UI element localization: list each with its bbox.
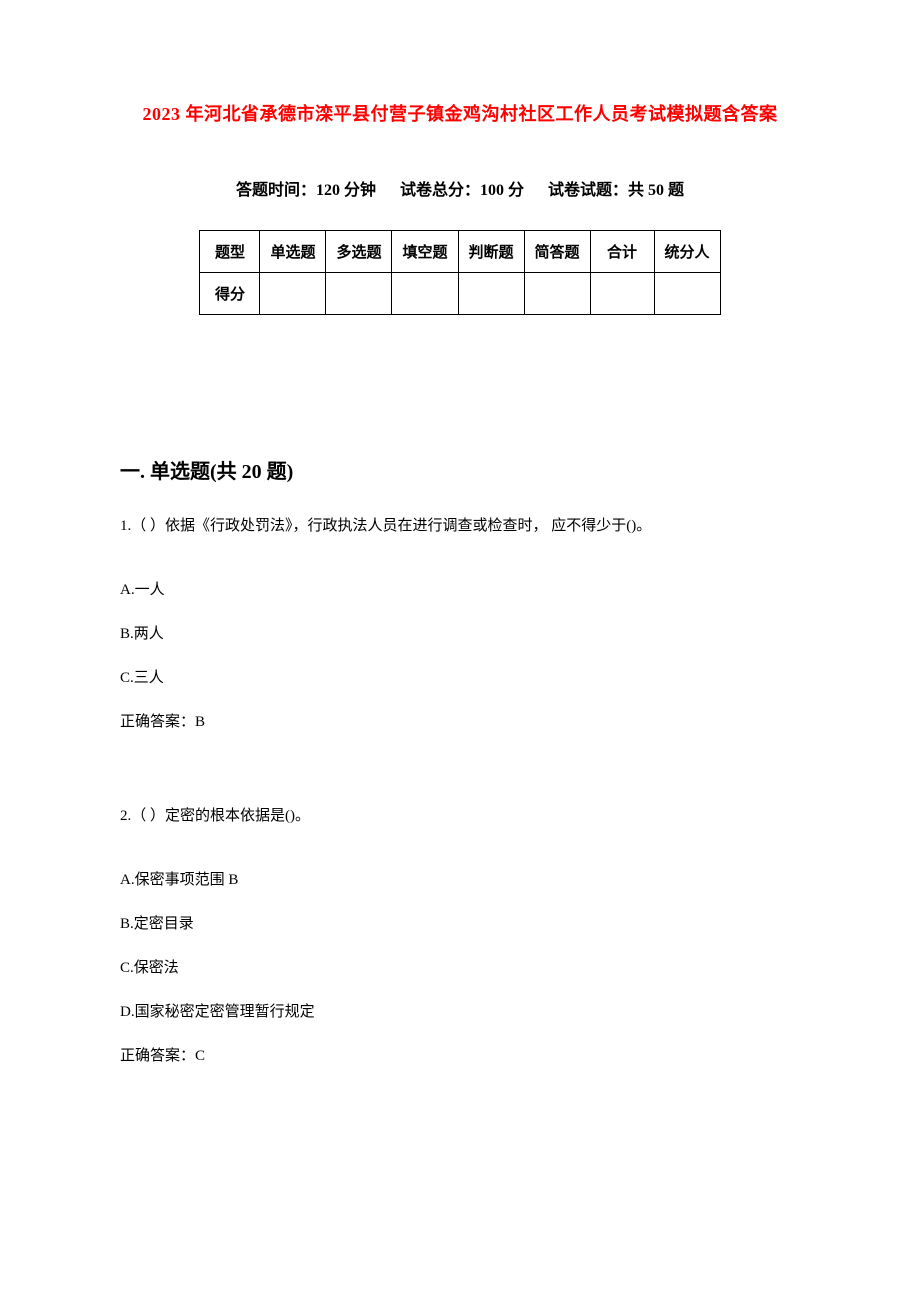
subtitle-time: 答题时间：120 分钟 xyxy=(236,182,376,199)
table-score-row: 得分 xyxy=(200,273,720,315)
section-heading: 一. 单选题(共 20 题) xyxy=(120,455,800,484)
table-score-cell xyxy=(458,273,524,315)
table-score-cell xyxy=(260,273,326,315)
table-score-cell xyxy=(392,273,458,315)
table-score-cell xyxy=(524,273,590,315)
table-score-label: 得分 xyxy=(200,273,260,315)
question-block: 2.（ ）定密的根本依据是()。 A.保密事项范围 B B.定密目录 C.保密法… xyxy=(120,804,800,1068)
question-option: B.两人 xyxy=(120,622,800,646)
table-score-cell xyxy=(326,273,392,315)
question-block: 1.（ ）依据《行政处罚法》，行政执法人员在进行调查或检查时， 应不得少于()。… xyxy=(120,514,800,734)
question-answer: 正确答案：C xyxy=(120,1044,800,1068)
table-header-cell: 题型 xyxy=(200,231,260,273)
table-header-cell: 多选题 xyxy=(326,231,392,273)
table-header-cell: 合计 xyxy=(590,231,654,273)
table-header-cell: 判断题 xyxy=(458,231,524,273)
question-option: A.保密事项范围 B xyxy=(120,868,800,892)
question-option: B.定密目录 xyxy=(120,912,800,936)
table-header-cell: 单选题 xyxy=(260,231,326,273)
subtitle-total: 试卷总分：100 分 xyxy=(400,182,524,199)
table-header-row: 题型 单选题 多选题 填空题 判断题 简答题 合计 统分人 xyxy=(200,231,720,273)
table-score-cell xyxy=(590,273,654,315)
exam-title: 2023 年河北省承德市滦平县付营子镇金鸡沟村社区工作人员考试模拟题含答案 xyxy=(120,100,800,126)
table-header-cell: 填空题 xyxy=(392,231,458,273)
question-option: C.三人 xyxy=(120,666,800,690)
table-header-cell: 统分人 xyxy=(654,231,720,273)
question-answer: 正确答案：B xyxy=(120,710,800,734)
exam-subtitle: 答题时间：120 分钟 试卷总分：100 分 试卷试题：共 50 题 xyxy=(120,176,800,200)
table-score-cell xyxy=(654,273,720,315)
question-option: A.一人 xyxy=(120,578,800,602)
table-header-cell: 简答题 xyxy=(524,231,590,273)
question-option: D.国家秘密定密管理暂行规定 xyxy=(120,1000,800,1024)
question-text: 1.（ ）依据《行政处罚法》，行政执法人员在进行调查或检查时， 应不得少于()。 xyxy=(120,514,800,538)
subtitle-count: 试卷试题：共 50 题 xyxy=(548,182,684,199)
question-option: C.保密法 xyxy=(120,956,800,980)
score-table: 题型 单选题 多选题 填空题 判断题 简答题 合计 统分人 得分 xyxy=(199,230,720,315)
question-text: 2.（ ）定密的根本依据是()。 xyxy=(120,804,800,828)
